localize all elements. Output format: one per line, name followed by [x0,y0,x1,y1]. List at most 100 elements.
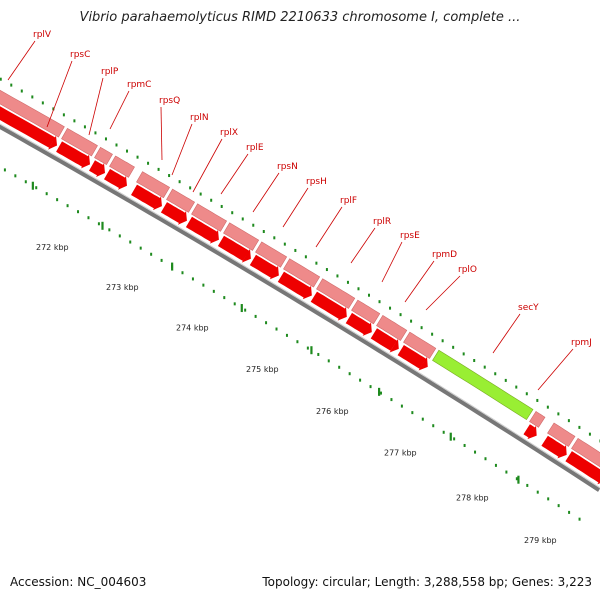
scale-dot [400,404,403,408]
major-tick [31,181,34,190]
tick-mark [431,332,434,336]
scale-dot [87,216,90,220]
tick-mark [346,280,349,284]
gene-arrow [0,106,58,150]
gene-arrow [310,291,347,321]
tick-mark [452,345,455,349]
gene-band-segment [283,258,321,288]
scale-dot [296,340,299,344]
gene-band-segment [94,146,113,166]
gene-label-rpmd: rpmD [432,250,457,260]
tick-mark [441,339,444,343]
gene-arrow [89,160,106,178]
gene-arrow [565,451,600,485]
tick-mark [189,186,192,190]
scale-dot [275,327,278,331]
tick-mark [0,77,2,81]
label-leader-line [109,90,130,130]
gene-label-rpsq: rpsQ [159,96,180,106]
tick-mark [126,149,129,153]
tick-mark [578,425,581,429]
gene-band-segment [109,155,135,178]
tick-mark [157,167,160,171]
map-title: Vibrio parahaemolyticus RIMD 2210633 chr… [79,10,521,25]
tick-mark [178,180,181,184]
gene-band-segment [316,278,356,309]
accession-text: Accession: NC_004603 [10,575,147,589]
scale-dot [411,411,414,415]
tick-mark [557,412,560,416]
scale-label: 278 kbp [456,493,489,502]
tick-mark [504,378,507,382]
backbone-highlight [0,123,600,489]
scale-dot [150,252,153,256]
major-tick [101,221,104,230]
label-leader-line [282,187,309,228]
tick-mark [294,248,297,252]
tick-mark [220,204,223,208]
scale-dot [66,204,69,208]
gene-label-rplf: rplF [340,196,357,206]
gene-label-rplr: rplR [373,217,391,227]
tick-mark [94,131,97,135]
scale-dot [223,296,226,300]
tick-mark [231,211,234,215]
scale-dot [202,283,205,287]
gene-arrow [249,254,279,280]
gene-arrow [397,345,428,371]
scale-label: 279 kbp [524,536,557,545]
gene-track [0,89,600,485]
gene-label-rple: rplE [246,143,264,153]
gene-band-segment [223,222,260,251]
scale-dot [108,228,111,232]
tick-mark [241,217,244,221]
scale-dot [369,385,372,389]
gene-arrow [104,169,127,190]
gene-band-segment [547,422,576,447]
scale-dot [327,359,330,363]
scale-dot [463,443,466,447]
label-leader-line [350,227,376,264]
gene-label-rplx: rplX [220,128,238,138]
tick-mark [73,119,76,123]
label-leader-line [537,348,574,391]
scale-dot [306,346,309,350]
label-leader-line [160,106,163,161]
tick-mark [462,352,465,356]
gene-band-segment [529,410,546,428]
gene-label-rpsn: rpsN [277,162,298,172]
label-leader-line [252,172,280,213]
tick-mark [115,143,118,147]
tick-mark [336,274,339,278]
tick-mark [483,365,486,369]
tick-mark [315,261,318,265]
gene-label-rpmj: rpmJ [571,338,592,348]
label-leader-line [315,206,343,248]
scale-dot [338,365,341,369]
gene-label-rplo: rplO [458,265,477,275]
scale-dot [317,352,320,356]
tick-mark [420,326,423,330]
gene-arrow [345,312,372,336]
tick-mark [104,137,107,141]
tick-mark [494,372,497,376]
scale-dot [568,510,571,514]
major-tick [449,432,452,441]
scale-dot [129,240,132,244]
scale-dot [348,372,351,376]
scale-dot [526,483,529,487]
scale-dot [254,314,257,318]
scale-dot [390,398,393,402]
tick-mark [325,268,328,272]
tick-mark [588,432,591,436]
gene-arrow [160,202,187,225]
label-leader-line [404,260,435,303]
tick-mark [273,236,276,240]
gene-label-rpse: rpsE [400,231,420,241]
genome-summary-text: Topology: circular; Length: 3,288,558 bp… [262,575,592,589]
scale-dot [432,424,435,428]
gene-band-segment [61,127,98,157]
gene-band-secy [432,349,534,421]
tick-mark [367,293,370,297]
